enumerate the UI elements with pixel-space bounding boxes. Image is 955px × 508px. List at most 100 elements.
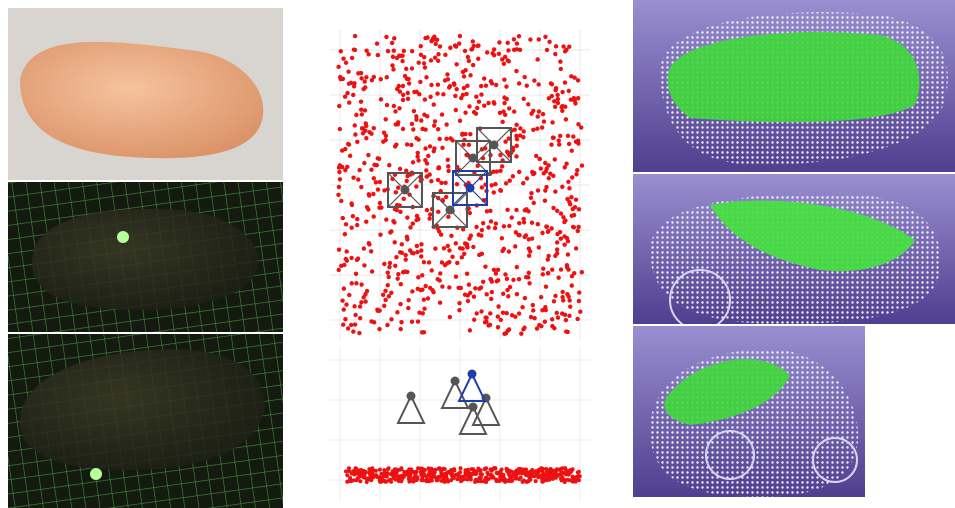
point xyxy=(401,196,406,202)
point xyxy=(378,232,383,237)
point xyxy=(504,149,510,154)
point xyxy=(579,269,585,275)
point xyxy=(371,468,376,473)
point xyxy=(348,475,353,480)
point xyxy=(466,282,472,287)
point xyxy=(484,466,489,471)
point xyxy=(409,49,415,54)
point xyxy=(393,122,399,127)
point xyxy=(400,126,406,132)
point xyxy=(549,472,554,477)
point xyxy=(552,157,557,162)
point xyxy=(553,293,558,299)
point xyxy=(535,221,541,227)
point xyxy=(387,260,393,266)
point xyxy=(438,232,444,237)
point xyxy=(471,244,476,250)
point xyxy=(344,302,349,307)
camera xyxy=(387,172,423,208)
point xyxy=(532,78,537,83)
point xyxy=(419,118,424,123)
point xyxy=(572,204,578,210)
point xyxy=(437,44,443,49)
point xyxy=(354,478,359,483)
point xyxy=(502,100,507,106)
point xyxy=(565,329,570,335)
point xyxy=(551,299,557,304)
point xyxy=(537,156,542,162)
point xyxy=(549,142,554,147)
point xyxy=(404,178,409,184)
point xyxy=(358,99,364,104)
point xyxy=(392,240,397,245)
point xyxy=(474,94,479,99)
point xyxy=(526,209,531,214)
point xyxy=(571,134,576,139)
point xyxy=(386,466,391,471)
camera-center xyxy=(468,153,478,163)
point xyxy=(362,263,367,268)
point xyxy=(576,141,581,146)
point xyxy=(383,117,388,122)
point xyxy=(387,478,392,483)
point xyxy=(576,122,581,127)
point xyxy=(453,93,458,99)
point xyxy=(560,475,565,480)
point xyxy=(543,169,548,174)
point xyxy=(435,127,441,132)
point xyxy=(439,468,444,473)
point xyxy=(352,304,357,309)
point xyxy=(560,294,565,300)
point xyxy=(459,255,465,260)
point xyxy=(568,97,574,102)
point xyxy=(527,476,532,481)
point xyxy=(445,157,450,162)
point xyxy=(395,310,400,315)
point xyxy=(479,92,484,97)
point xyxy=(505,469,510,474)
point xyxy=(342,231,348,237)
egg-scan xyxy=(19,349,265,470)
point xyxy=(499,236,505,241)
point xyxy=(468,233,474,238)
point xyxy=(503,181,509,186)
point xyxy=(521,180,526,186)
point xyxy=(569,148,574,153)
point xyxy=(511,37,517,42)
point xyxy=(411,127,416,132)
point xyxy=(359,76,364,81)
point xyxy=(353,271,359,277)
point xyxy=(382,471,387,476)
point xyxy=(576,298,582,304)
point xyxy=(428,94,433,99)
point xyxy=(432,55,438,60)
point xyxy=(369,167,374,172)
point xyxy=(554,247,560,252)
point xyxy=(531,127,536,132)
point xyxy=(533,470,538,475)
point xyxy=(483,83,489,88)
point xyxy=(476,56,481,61)
point xyxy=(398,301,403,307)
point xyxy=(421,260,427,265)
point xyxy=(538,166,544,171)
point xyxy=(441,246,447,251)
point xyxy=(465,298,471,304)
point xyxy=(540,111,546,117)
point xyxy=(529,236,535,241)
point xyxy=(424,479,429,484)
point xyxy=(389,317,394,322)
laser-spot xyxy=(90,468,102,480)
point xyxy=(383,288,388,294)
point xyxy=(504,276,510,281)
point xyxy=(343,317,348,322)
point xyxy=(577,290,582,295)
point xyxy=(554,310,559,316)
point xyxy=(410,221,416,226)
point xyxy=(435,82,441,87)
point xyxy=(443,194,449,200)
point xyxy=(484,292,489,297)
point xyxy=(336,267,341,273)
point xyxy=(405,215,410,220)
